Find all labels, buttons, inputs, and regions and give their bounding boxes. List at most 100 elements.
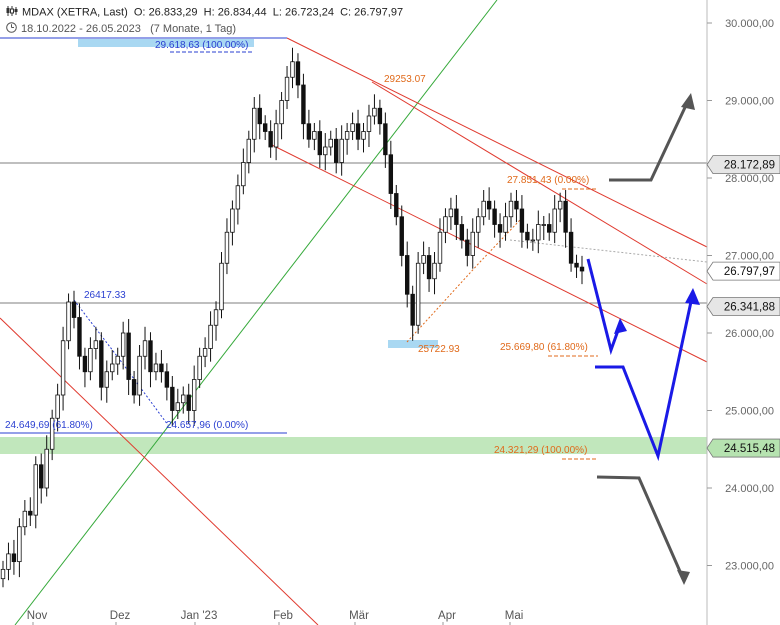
annotation-fib-618-orange: 25.669,80 (61.80%) <box>500 342 588 353</box>
candle-body <box>115 355 120 365</box>
blue-short-scenario-arrow <box>586 258 622 356</box>
candle-body <box>410 293 415 326</box>
price-tag-label: 24.515,48 <box>724 443 775 455</box>
candle <box>159 350 164 383</box>
x-tick-label: Mai <box>505 610 524 622</box>
candle-body <box>39 464 44 489</box>
candle-body <box>492 208 497 225</box>
candle-body <box>213 309 219 326</box>
y-tick-label: 29.000,00 <box>725 96 774 108</box>
candle-body <box>22 510 28 528</box>
blue-long-arrowhead <box>685 288 700 305</box>
price-tag: 26.341,88 <box>706 297 780 316</box>
candle-body <box>470 231 475 256</box>
candle <box>224 218 230 275</box>
candlestick-series <box>0 47 585 588</box>
candle <box>44 435 49 497</box>
fib-blue-dotted <box>73 299 169 426</box>
candle <box>328 130 333 156</box>
candle <box>230 200 235 246</box>
candle-body <box>159 363 164 373</box>
candle <box>399 205 404 267</box>
red-downtrend-line-lower-left <box>0 317 319 625</box>
price-tag: 28.172,89 <box>706 155 780 175</box>
candle <box>465 228 470 267</box>
high-label: H: <box>203 6 215 19</box>
candle-body <box>525 231 530 241</box>
low-label: L: <box>272 6 282 19</box>
candle <box>426 246 432 292</box>
candle <box>476 208 481 248</box>
gray-down-arrowhead <box>677 570 690 585</box>
candle-body <box>241 162 246 187</box>
candle-body <box>28 510 33 516</box>
open-label: O: <box>133 6 146 19</box>
candle <box>257 94 262 140</box>
candle-body <box>88 348 93 373</box>
candle <box>99 332 104 401</box>
blue-short-arrowhead <box>614 318 627 334</box>
candle-body <box>284 76 290 101</box>
candle <box>536 210 541 254</box>
candle-body <box>339 138 344 163</box>
candle-body <box>252 107 257 140</box>
candle <box>55 383 60 432</box>
candle <box>284 66 290 110</box>
price-tag: 26.797,97 <box>706 261 780 281</box>
candle-body <box>11 553 17 563</box>
candle-body <box>481 200 486 218</box>
high-value: 26.834,44 <box>217 6 267 19</box>
candle <box>388 140 394 209</box>
candle <box>66 293 71 350</box>
red-channel-middle <box>371 81 708 285</box>
period-label: (7 Monate, 1 Tag) <box>150 22 237 35</box>
price-tag-box <box>706 155 780 175</box>
candle-body <box>219 262 224 311</box>
annotation-fib-0: 27.851,43 (0.00%) <box>507 175 589 186</box>
candle-body <box>224 231 230 264</box>
blue-long-scenario-arrow <box>595 296 694 462</box>
candle-body <box>110 363 115 373</box>
candle <box>405 241 410 308</box>
candle-body <box>120 332 126 357</box>
candle <box>164 363 170 401</box>
price-tag-box <box>706 438 780 458</box>
candle <box>350 112 355 141</box>
candle-body <box>579 266 585 272</box>
candle <box>568 218 574 272</box>
candle-body <box>301 84 306 125</box>
candle <box>213 301 219 341</box>
red-channel-upper <box>286 37 708 248</box>
candle-body <box>366 115 372 132</box>
candle <box>306 109 312 148</box>
candle-body <box>71 301 77 318</box>
candle <box>175 388 180 420</box>
candlestick-icon <box>6 6 18 19</box>
candle-body <box>317 131 323 156</box>
annotation-mar-low: 25722.93 <box>418 344 460 355</box>
candle-body <box>153 363 159 373</box>
annotation-fib-high: 29.618,63 (100.00%) <box>155 40 248 51</box>
candle <box>77 303 82 370</box>
candle <box>410 285 415 341</box>
candle <box>110 350 115 381</box>
candle-body <box>60 340 66 396</box>
symbol-label: MDAX (XETRA, Last) <box>22 6 128 19</box>
y-tick-label: 26.000,00 <box>725 328 774 340</box>
candle <box>131 370 137 404</box>
candle-body <box>443 216 448 233</box>
candle <box>191 365 197 426</box>
candle <box>415 252 421 334</box>
candle <box>530 228 536 251</box>
candle-body <box>323 146 328 156</box>
candle-body <box>459 224 465 241</box>
candle <box>459 215 465 249</box>
gray-up-scenario-arrow <box>609 100 690 182</box>
candle-body <box>421 255 426 264</box>
candle <box>514 190 519 223</box>
candle-body <box>6 553 11 570</box>
gray-up-arrowhead <box>681 93 695 110</box>
candle <box>279 91 284 140</box>
x-tick-label: Dez <box>110 610 131 622</box>
